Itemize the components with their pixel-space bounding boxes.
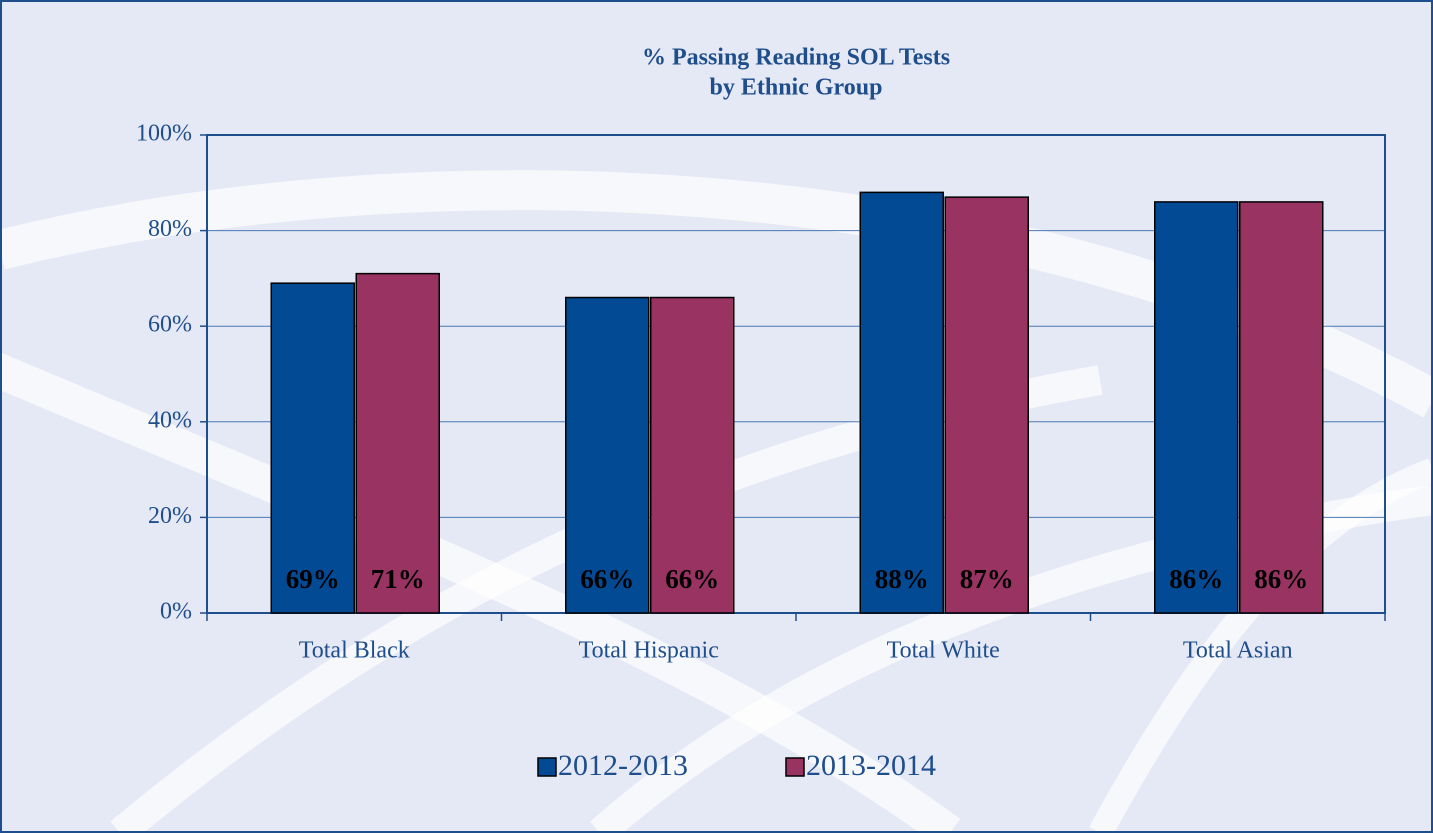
bar [650,296,735,614]
value-label: 71% [371,564,425,594]
x-tick-label: Total Black [299,638,410,664]
bar [1154,201,1239,614]
y-tick-label: 0% [160,599,192,625]
x-tick-label: Total White [887,638,1000,664]
chart-title: % Passing Reading SOL Tests [642,45,950,71]
value-label: 66% [665,564,719,594]
y-tick-label: 100% [136,121,192,147]
bar [565,296,650,614]
legend-marker [785,757,805,777]
bar [270,282,355,614]
y-tick-label: 80% [148,216,192,242]
legend-marker [537,757,557,777]
value-label: 87% [960,564,1014,594]
legend-label: 2012-2013 [558,749,688,782]
bar [859,191,944,614]
x-tick-label: Total Asian [1183,638,1293,664]
bar [1239,201,1324,614]
y-tick-label: 60% [148,312,192,338]
x-tick-label: Total Hispanic [579,638,719,664]
value-label: 88% [875,564,929,594]
legend-label: 2013-2014 [806,749,936,782]
chart-subtitle: by Ethnic Group [710,75,883,101]
value-label: 69% [286,564,340,594]
bar [355,272,440,614]
value-label: 86% [1254,564,1308,594]
value-label: 66% [580,564,634,594]
value-label: 86% [1169,564,1223,594]
bar [944,196,1029,614]
y-tick-label: 40% [148,407,192,433]
y-tick-label: 20% [148,503,192,529]
